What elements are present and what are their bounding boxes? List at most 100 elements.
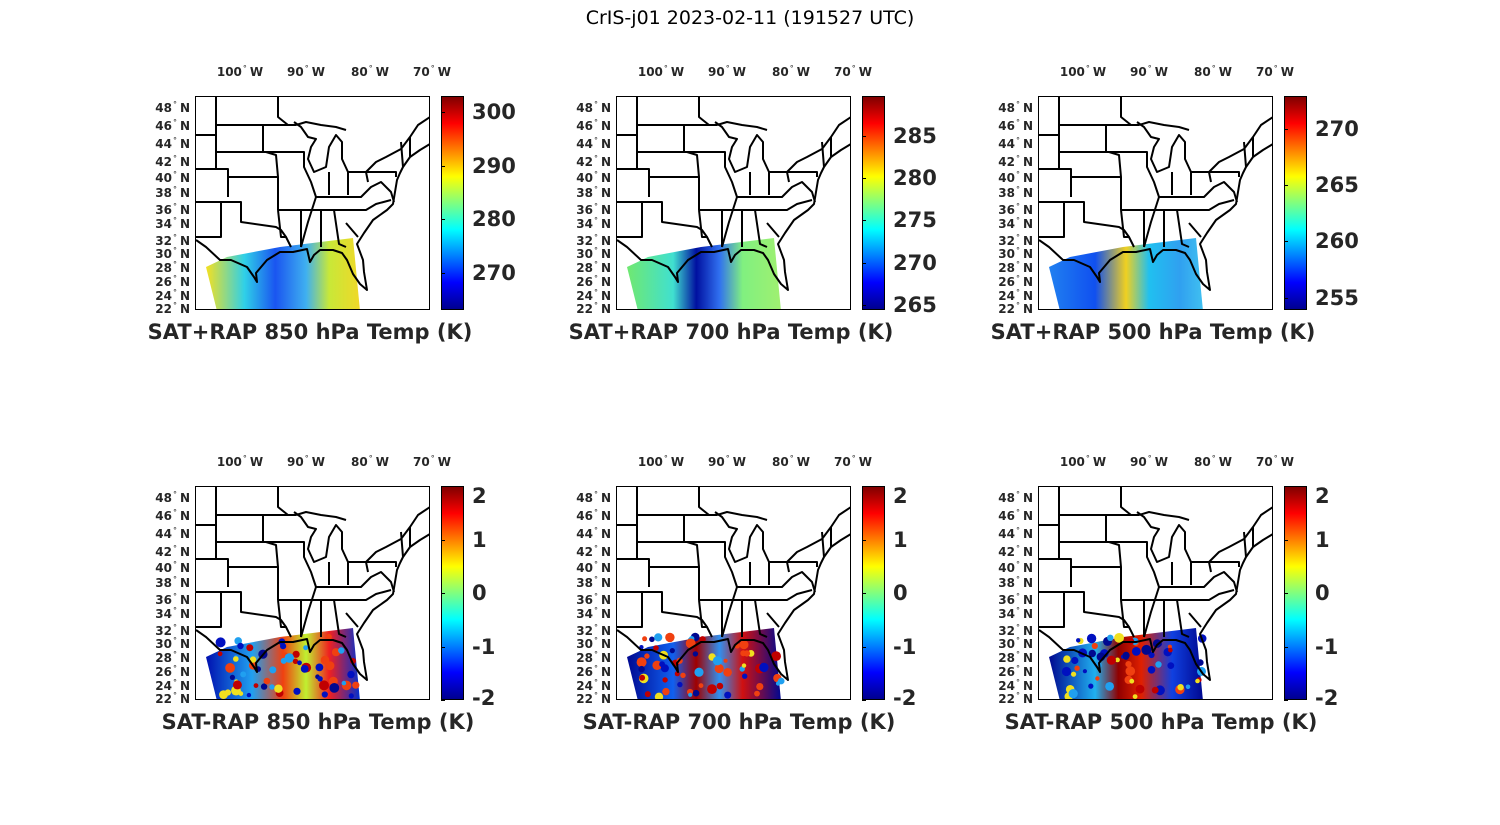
latitude-tick-label: 46° N xyxy=(998,118,1033,133)
latitude-tick-label: 46° N xyxy=(576,118,611,133)
colorbar xyxy=(862,96,885,310)
retrieval-point xyxy=(1125,661,1132,668)
retrieval-point xyxy=(712,656,723,666)
colorbar-tick-label: -1 xyxy=(893,634,917,659)
colorbar-tick-label: -1 xyxy=(472,634,496,659)
latitude-tick-label: 26° N xyxy=(155,664,190,679)
retrieval-point xyxy=(233,656,239,662)
retrieval-point xyxy=(739,640,749,650)
retrieval-point xyxy=(692,651,699,657)
retrieval-point xyxy=(654,633,663,642)
retrieval-point xyxy=(1114,633,1124,643)
latitude-tick-label: 32° N xyxy=(576,623,611,638)
retrieval-point xyxy=(303,645,309,651)
retrieval-point xyxy=(1167,662,1175,669)
retrieval-point xyxy=(1107,634,1114,641)
retrieval-point xyxy=(246,644,254,652)
latitude-tick-label: 42° N xyxy=(998,154,1033,169)
latitude-tick-label: 46° N xyxy=(576,508,611,523)
retrieval-point xyxy=(724,691,732,699)
retrieval-point xyxy=(692,689,700,697)
retrieval-point xyxy=(315,663,324,672)
retrieval-point xyxy=(280,657,287,664)
colorbar-tick xyxy=(1284,297,1288,299)
latitude-tick-label: 44° N xyxy=(998,526,1033,541)
map-axes[interactable] xyxy=(195,96,430,310)
map-canvas xyxy=(1039,487,1272,699)
colorbar-tick-label: 270 xyxy=(472,260,516,285)
colorbar-tick xyxy=(441,219,445,221)
longitude-tick-label: 100° W xyxy=(1059,454,1107,469)
latitude-tick-label: 26° N xyxy=(998,274,1033,289)
latitude-tick-label: 34° N xyxy=(576,216,611,231)
retrieval-point xyxy=(1105,682,1114,691)
colorbar-tick xyxy=(1284,184,1288,186)
retrieval-point xyxy=(284,653,295,663)
longitude-tick-label: 70° W xyxy=(834,64,872,79)
longitude-tick-label: 70° W xyxy=(413,454,451,469)
retrieval-point xyxy=(1195,678,1200,684)
colorbar-tick-label: 285 xyxy=(893,123,937,148)
retrieval-point xyxy=(680,672,686,678)
retrieval-point xyxy=(636,657,647,668)
latitude-tick-label: 26° N xyxy=(155,274,190,289)
retrieval-point xyxy=(694,667,704,677)
retrieval-point xyxy=(723,658,728,663)
retrieval-point xyxy=(665,632,675,643)
longitude-tick-label: 100° W xyxy=(1059,64,1107,79)
colorbar-tick xyxy=(862,539,866,541)
colorbar-tick xyxy=(1284,700,1288,701)
latitude-tick-label: 40° N xyxy=(576,560,611,575)
latitude-tick-label: 40° N xyxy=(155,170,190,185)
colorbar-tick-label: 300 xyxy=(472,100,516,125)
map-axes[interactable] xyxy=(1038,96,1273,310)
retrieval-point xyxy=(1082,669,1087,674)
latitude-tick-label: 26° N xyxy=(998,664,1033,679)
colorbar-tick xyxy=(862,700,866,701)
retrieval-point xyxy=(300,665,309,673)
longitude-tick-label: 80° W xyxy=(772,64,810,79)
retrieval-point xyxy=(741,663,747,668)
retrieval-point xyxy=(253,683,259,688)
retrieval-point xyxy=(319,680,329,691)
retrieval-point xyxy=(347,670,355,679)
retrieval-point xyxy=(707,684,717,694)
longitude-tick-label: 90° W xyxy=(287,454,325,469)
colorbar-tick xyxy=(441,486,445,487)
colorbar-tick xyxy=(441,539,445,541)
latitude-tick-label: 48° N xyxy=(998,100,1033,115)
colorbar-tick-label: -2 xyxy=(893,686,917,710)
latitude-tick-label: 26° N xyxy=(576,274,611,289)
retrieval-point xyxy=(348,693,354,699)
colorbar-tick-label: 1 xyxy=(472,527,487,552)
colorbar-tick-label: 2 xyxy=(472,484,487,508)
latitude-tick-label: 46° N xyxy=(998,508,1033,523)
latitude-tick-label: 30° N xyxy=(998,636,1033,651)
retrieval-point xyxy=(219,690,228,699)
map-panel: 100° W 90° W 80° W 70° W 48° N 46° N 44° N 42° N 40° N 38°… xyxy=(963,450,1383,770)
longitude-tick-label: 80° W xyxy=(1194,64,1232,79)
latitude-tick-label: 48° N xyxy=(576,100,611,115)
latitude-tick-label: 36° N xyxy=(155,202,190,217)
map-axes[interactable] xyxy=(195,486,430,700)
map-axes[interactable] xyxy=(616,96,851,310)
retrieval-point xyxy=(662,687,670,696)
map-axes[interactable] xyxy=(1038,486,1273,700)
colorbar-tick xyxy=(862,178,866,180)
retrieval-point xyxy=(274,684,283,693)
map-axes[interactable] xyxy=(616,486,851,700)
colorbar-tick xyxy=(441,646,445,648)
longitude-tick-label: 70° W xyxy=(1256,64,1294,79)
retrieval-swath xyxy=(1049,238,1203,309)
latitude-tick-label: 36° N xyxy=(998,592,1033,607)
map-panel: 100° W 90° W 80° W 70° W 48° N 46° N 44° N 42° N 40° N 38°… xyxy=(541,450,961,770)
retrieval-point xyxy=(714,663,724,674)
longitude-tick-label: 80° W xyxy=(772,454,810,469)
retrieval-point xyxy=(1088,649,1096,658)
latitude-tick-label: 24° N xyxy=(155,678,190,693)
colorbar-tick xyxy=(1284,646,1288,648)
latitude-tick-label: 44° N xyxy=(576,136,611,151)
retrieval-point xyxy=(716,682,724,690)
colorbar-tick xyxy=(1284,241,1288,243)
retrieval-point xyxy=(249,656,257,663)
